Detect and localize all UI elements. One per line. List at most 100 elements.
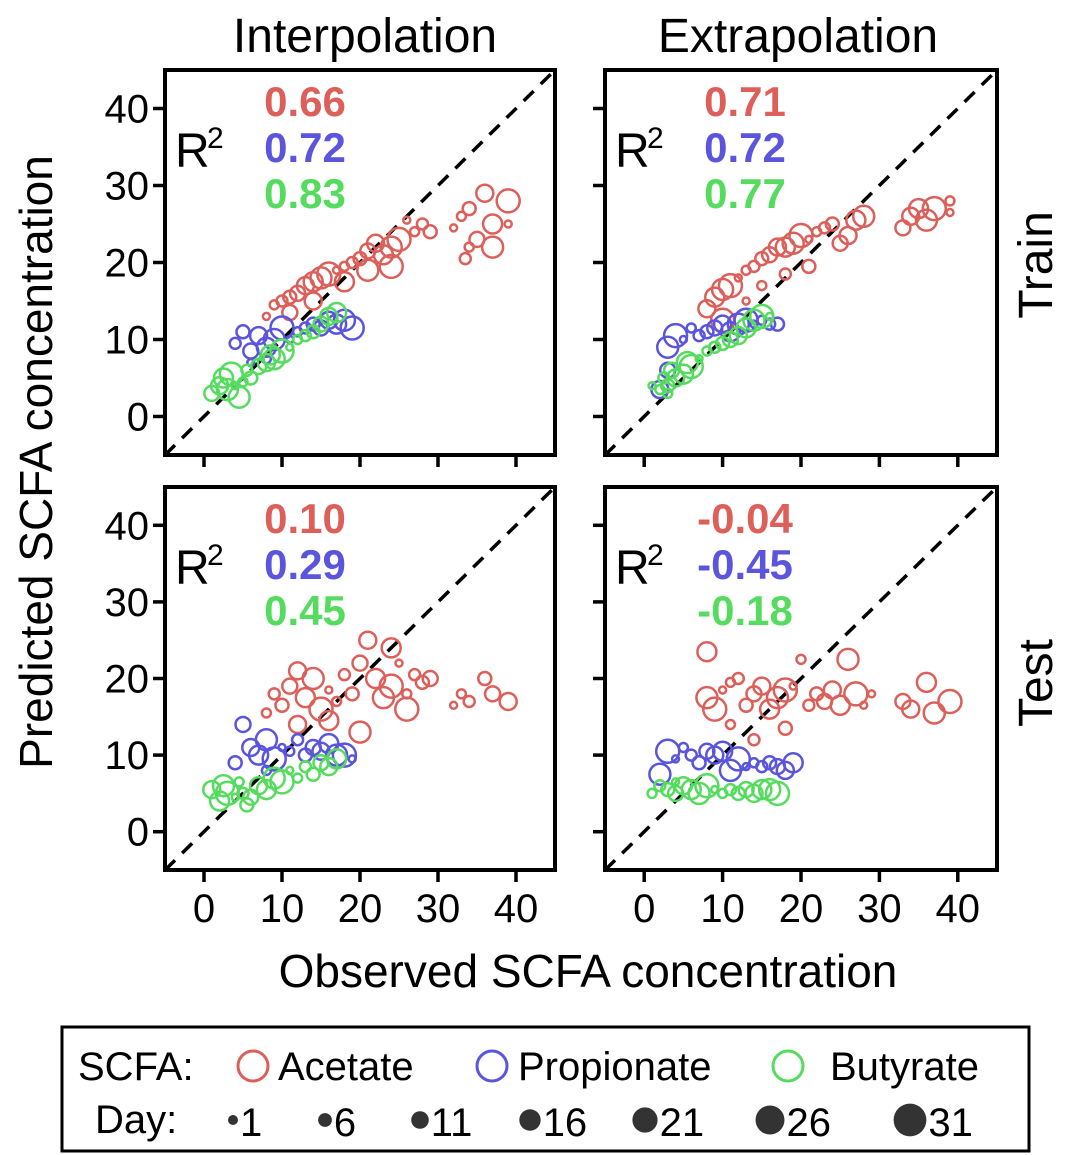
r2-value-propionate: 0.72 bbox=[704, 124, 786, 171]
r2-superscript: 2 bbox=[647, 539, 664, 572]
legend-propionate-marker bbox=[475, 1049, 509, 1083]
col-title-extrapolation: Extrapolation bbox=[658, 10, 938, 63]
data-point bbox=[777, 720, 794, 737]
data-point bbox=[764, 311, 775, 322]
data-point bbox=[661, 387, 674, 400]
data-point bbox=[702, 696, 728, 722]
data-point bbox=[795, 653, 807, 666]
data-point bbox=[378, 673, 404, 699]
r2-value-propionate: 0.72 bbox=[264, 124, 346, 171]
x-tick-label: 40 bbox=[936, 887, 981, 931]
data-point bbox=[851, 204, 876, 229]
data-point bbox=[408, 225, 421, 238]
data-point bbox=[755, 759, 769, 774]
panels: 010203040R20.660.720.83R20.710.720.77010… bbox=[105, 68, 999, 931]
data-point bbox=[260, 707, 273, 719]
data-point bbox=[227, 385, 251, 409]
legend-day-value: 21 bbox=[660, 1101, 705, 1145]
data-point bbox=[901, 206, 921, 227]
row-title-test: Test bbox=[1010, 639, 1063, 727]
legend-day-label: Day: bbox=[95, 1098, 177, 1142]
data-point bbox=[733, 273, 744, 283]
legend-day-marker bbox=[632, 1107, 658, 1133]
legend-day-marker bbox=[755, 1105, 785, 1135]
data-point bbox=[944, 195, 956, 207]
legend-day-value: 16 bbox=[543, 1101, 588, 1145]
data-point bbox=[647, 380, 657, 391]
data-point bbox=[829, 694, 851, 717]
legend-acetate-label: Acetate bbox=[278, 1045, 414, 1089]
data-point bbox=[735, 317, 757, 339]
data-point bbox=[704, 286, 726, 308]
data-point bbox=[422, 223, 438, 240]
data-point bbox=[756, 279, 768, 292]
r2-superscript: 2 bbox=[207, 539, 224, 572]
data-point bbox=[415, 217, 430, 231]
data-point bbox=[781, 231, 805, 255]
data-point bbox=[309, 266, 333, 290]
identity-line bbox=[603, 485, 999, 872]
data-point bbox=[684, 748, 698, 762]
data-point bbox=[483, 685, 502, 703]
data-point bbox=[339, 315, 365, 341]
x-tick-label: 40 bbox=[494, 887, 539, 931]
data-point bbox=[285, 342, 295, 352]
data-point bbox=[767, 237, 788, 257]
data-point bbox=[330, 695, 343, 708]
data-point bbox=[261, 746, 287, 772]
data-point bbox=[337, 667, 352, 682]
data-point bbox=[804, 234, 814, 245]
data-point bbox=[407, 667, 422, 682]
data-point bbox=[475, 183, 495, 203]
data-point bbox=[298, 328, 313, 343]
data-point bbox=[687, 781, 711, 806]
data-point bbox=[324, 685, 334, 695]
data-point bbox=[662, 322, 689, 349]
r2-value-butyrate: 0.45 bbox=[264, 587, 346, 634]
data-point bbox=[653, 778, 667, 793]
series-butyrate bbox=[647, 303, 775, 400]
data-point bbox=[945, 207, 955, 218]
y-tick-label: 0 bbox=[127, 811, 149, 855]
legend: SCFA: Acetate Propionate Butyrate Day: 1… bbox=[60, 1025, 1031, 1153]
panel-extrapolation-train: R2 0.710.720.77 bbox=[593, 68, 999, 467]
data-point bbox=[752, 676, 772, 696]
legend-box bbox=[60, 1025, 1031, 1153]
data-point bbox=[243, 370, 259, 386]
r2-value-acetate: 0.71 bbox=[704, 78, 786, 125]
legend-butyrate-marker bbox=[771, 1049, 805, 1083]
identity-line bbox=[603, 68, 999, 457]
data-point bbox=[378, 253, 404, 280]
data-point bbox=[731, 671, 746, 686]
data-point bbox=[298, 321, 313, 335]
r2-value-propionate: 0.29 bbox=[264, 541, 346, 588]
data-point bbox=[782, 752, 804, 774]
legend-day-value: 26 bbox=[787, 1101, 832, 1145]
data-point bbox=[305, 766, 321, 782]
r2-label: R bbox=[175, 125, 210, 178]
data-point bbox=[274, 697, 290, 714]
data-point bbox=[319, 756, 339, 777]
data-point bbox=[333, 271, 356, 293]
data-point bbox=[824, 216, 841, 232]
data-point bbox=[685, 322, 697, 334]
data-point bbox=[801, 258, 817, 275]
data-point bbox=[462, 694, 476, 709]
data-point bbox=[711, 740, 734, 763]
data-point bbox=[481, 213, 504, 235]
r2-label: R bbox=[615, 125, 650, 178]
legend-day-marker bbox=[228, 1115, 238, 1125]
legend-butyrate-label: Butyrate bbox=[830, 1045, 979, 1089]
r2-value-butyrate: 0.83 bbox=[264, 170, 346, 217]
data-point bbox=[692, 328, 706, 343]
y-tick-label: 40 bbox=[105, 88, 150, 132]
data-point bbox=[772, 677, 799, 703]
data-point bbox=[421, 669, 439, 688]
data-point bbox=[498, 691, 518, 712]
data-point bbox=[741, 296, 751, 306]
data-point bbox=[694, 772, 720, 799]
data-point bbox=[455, 210, 468, 223]
data-point bbox=[262, 347, 286, 371]
data-point bbox=[670, 754, 681, 764]
data-point bbox=[503, 219, 513, 229]
